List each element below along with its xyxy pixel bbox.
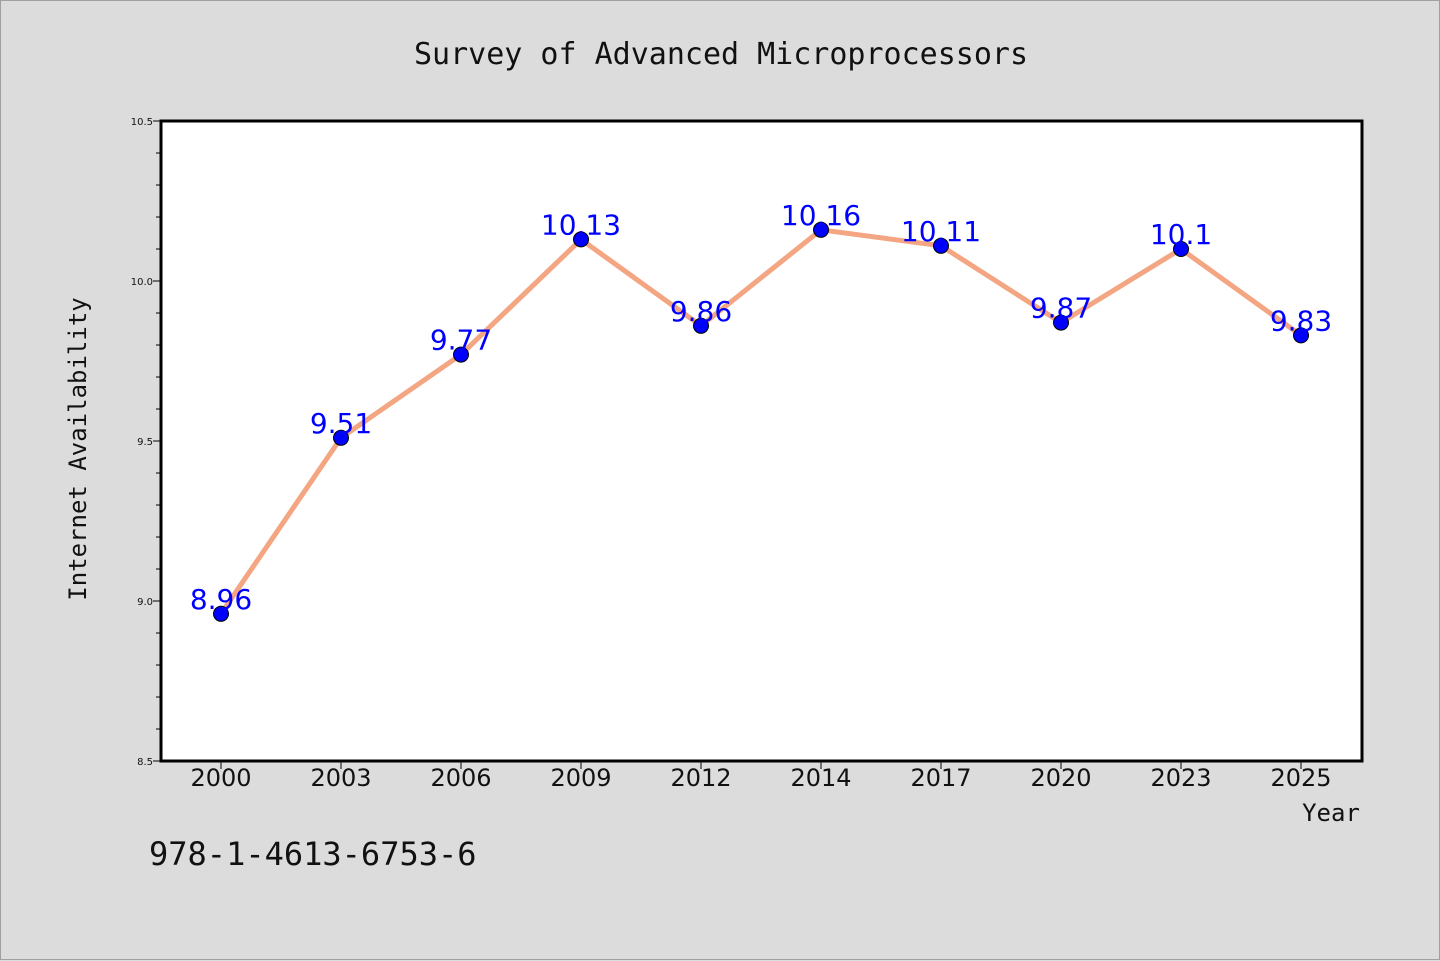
data-point [453, 346, 469, 363]
x-axis-label: Year [1302, 799, 1360, 827]
y-axis: 8.5 9.0 9.5 10.0 10.5 [131, 117, 161, 768]
data-label: 10.16 [781, 199, 861, 232]
y-tick-label: 8.5 [137, 757, 153, 768]
chart-title: Survey of Advanced Microprocessors [414, 37, 1028, 72]
x-tick-label: 2020 [1030, 764, 1091, 792]
data-label: 10.1 [1150, 218, 1212, 251]
data-point [1293, 327, 1309, 344]
data-label: 9.86 [670, 295, 732, 328]
x-tick-label: 2009 [550, 764, 611, 792]
data-label: 9.87 [1030, 292, 1092, 325]
x-tick-label: 2017 [910, 764, 971, 792]
x-tick-label: 2014 [790, 764, 851, 792]
data-point [333, 429, 349, 446]
data-point [813, 221, 829, 238]
data-label: 9.77 [430, 324, 492, 357]
data-point [573, 231, 589, 248]
data-label: 10.13 [541, 208, 621, 241]
y-axis-label: Internet Availability [64, 297, 92, 600]
x-tick-label: 2003 [310, 764, 371, 792]
x-tick-label: 2006 [430, 764, 491, 792]
x-tick-label: 2000 [190, 764, 251, 792]
data-point [1053, 314, 1069, 331]
series-group: 8.96 9.51 9.77 10.13 9.86 10.16 10.11 9.87 10.1 9… [190, 199, 1332, 622]
x-axis: 2000 2003 2006 2009 2012 2014 2017 2020 2023 2025 [190, 761, 1332, 792]
x-tick-label: 2025 [1270, 764, 1331, 792]
y-tick-label: 9.0 [137, 597, 153, 608]
data-label: 9.51 [310, 407, 372, 440]
data-label: 10.11 [901, 215, 981, 248]
data-point [933, 237, 949, 254]
data-label: 9.83 [1270, 304, 1332, 337]
y-tick-label: 10.5 [131, 117, 153, 128]
data-label: 8.96 [190, 583, 252, 616]
isbn-text: 978-1-4613-6753-6 [149, 835, 477, 873]
data-point [213, 605, 229, 622]
x-tick-label: 2012 [670, 764, 731, 792]
y-tick-label: 9.5 [137, 437, 153, 448]
series-line [218, 227, 1304, 617]
plot-area [159, 119, 1364, 763]
y-tick-label: 10.0 [131, 277, 153, 288]
data-point [1173, 241, 1189, 257]
data-point [693, 317, 709, 334]
x-tick-label: 2023 [1150, 764, 1211, 792]
